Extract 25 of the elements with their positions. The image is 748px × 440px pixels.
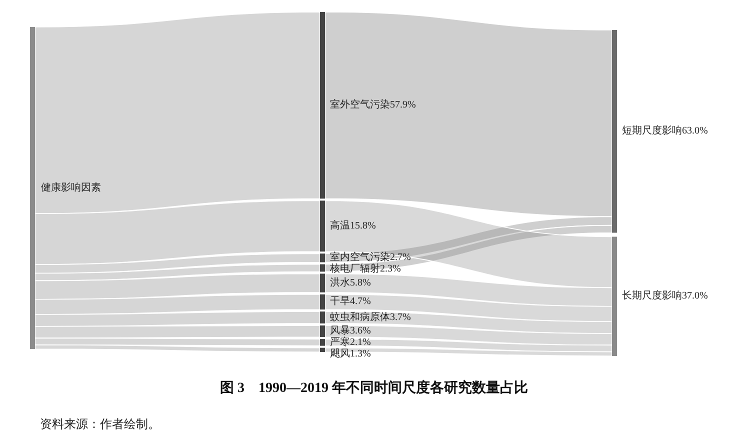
category-label: 严寒 [330,336,350,348]
text: 资料来源：作者绘制。 [40,417,160,431]
data-label: 4.7% [350,296,371,308]
category-label: 核电厂辐射 [329,262,380,275]
data-label: 1.3% [350,348,371,360]
category-label: 风暴 [330,326,350,337]
text: 健康影响因素 [41,181,101,194]
series-label: 长期尺度影响37.0% [622,290,708,302]
text: 图 3 1990—2019 年不同时间尺度各研究数量占比 [220,379,528,396]
category-label: 高温 [330,219,350,232]
data-label: 5.8% [350,277,371,288]
data-label: 2.3% [380,264,401,275]
series-label: 短期尺度影响63.0% [622,124,708,137]
category-label: 飓风 [330,348,350,360]
data-label: 3.7% [390,312,411,323]
data-label: 2.1% [350,337,371,348]
data-label: 3.6% [350,326,371,337]
data-label: 57.9% [390,100,416,111]
data-label: 15.8% [350,220,376,232]
category-label: 蚊虫和病原体 [330,310,390,323]
category-label: 室内空气污染 [330,251,390,264]
category-label: 室外空气污染 [330,98,390,111]
category-label: 干旱 [330,296,350,308]
category-label: 洪水 [330,276,350,288]
data-label: 2.7% [390,252,411,264]
